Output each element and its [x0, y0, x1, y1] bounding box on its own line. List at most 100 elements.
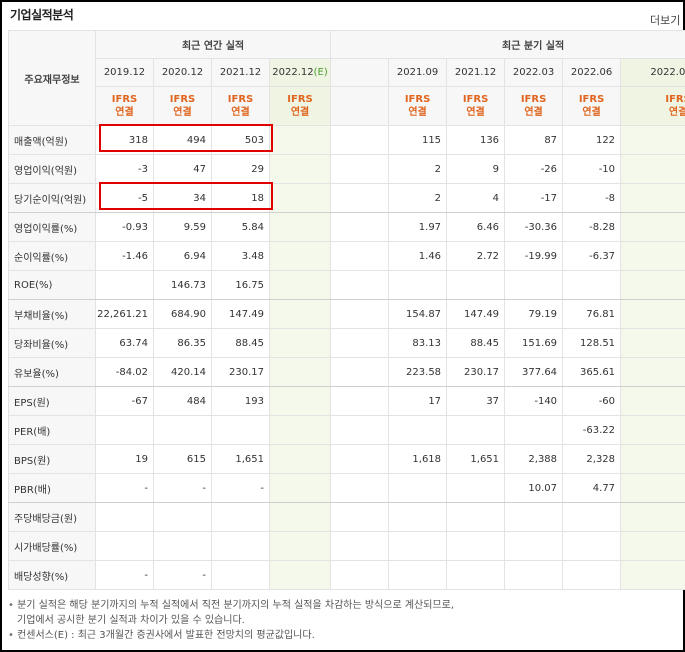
- table-cell: 5.84: [211, 212, 270, 242]
- table-cell-blank: [330, 183, 390, 213]
- table-cell: [388, 473, 448, 503]
- table-cell: 88.45: [211, 328, 270, 358]
- table-cell: 484: [153, 386, 212, 416]
- table-cell: 47: [153, 154, 212, 184]
- table-row: 유보율(%) -84.02 420.14 230.17 223.58 230.17 377.…: [8, 357, 685, 387]
- table-cell-blank: [330, 560, 390, 590]
- table-cell: [620, 415, 685, 445]
- table-cell: 1.97: [388, 212, 448, 242]
- period-label: 2022.09: [650, 67, 685, 78]
- table-row: 부채비율(%) 22,261.21 684.90 147.49 154.87 147.49…: [8, 299, 685, 329]
- table-row: EPS(원) -67 484 193 17 37 -140 -60: [8, 386, 685, 416]
- table-cell: 377.64: [504, 357, 564, 387]
- table-cell: 83.13: [388, 328, 448, 358]
- accounting-standard-header: IFRS 연결: [446, 86, 506, 126]
- table-cell-blank: [330, 531, 390, 561]
- table-cell: -: [153, 560, 212, 590]
- table-row: 순이익률(%) -1.46 6.94 3.48 1.46 2.72 -19.99 -6.37: [8, 241, 685, 271]
- table-row: 영업이익률(%) -0.93 9.59 5.84 1.97 6.46 -30.36 -8.28: [8, 212, 685, 242]
- financial-summary-table: 주요재무정보 최근 연간 실적 최근 분기 실적 2019.12 2020.12 2…: [8, 30, 685, 590]
- table-cell: [562, 270, 622, 300]
- table-cell: 37: [446, 386, 506, 416]
- consolidation-label: 연결: [408, 107, 427, 118]
- table-cell: 154.87: [388, 299, 448, 329]
- consolidation-label: 연결: [668, 107, 685, 118]
- table-cell: -17: [504, 183, 564, 213]
- table-cell: 147.49: [446, 299, 506, 329]
- table-cell: -: [95, 473, 154, 503]
- period-label: 2019.12: [103, 67, 146, 78]
- table-cell: 87: [504, 125, 564, 155]
- table-cell: -: [211, 473, 270, 503]
- section-title: 기업실적분석: [10, 8, 74, 22]
- table-cell: [620, 531, 685, 561]
- table-row: 영업이익(억원) -3 47 29 2 9 -26 -10: [8, 154, 685, 184]
- row-label: 당기순이익(억원): [8, 183, 96, 213]
- standard-label: IFRS: [287, 94, 313, 105]
- financial-table-container: 주요재무정보 최근 연간 실적 최근 분기 실적 2019.12 2020.12 2…: [8, 30, 685, 590]
- period-label: 2022.12: [272, 67, 314, 78]
- table-cell: -19.99: [504, 241, 564, 271]
- table-cell: 122: [562, 125, 622, 155]
- row-label: ROE(%): [8, 270, 96, 300]
- consolidation-label: 연결: [582, 107, 601, 118]
- accounting-standard-header: IFRS 연결: [388, 86, 448, 126]
- table-cell: [388, 415, 448, 445]
- table-cell: 4.77: [562, 473, 622, 503]
- table-cell: [620, 241, 685, 271]
- annual-group-header: 최근 연간 실적: [94, 30, 332, 59]
- table-cell: -84.02: [95, 357, 154, 387]
- table-cell: 6.46: [446, 212, 506, 242]
- table-cell: 230.17: [211, 357, 270, 387]
- table-cell: [620, 125, 685, 155]
- table-cell: 19: [95, 444, 154, 474]
- footnote-text-2: 기업에서 공시한 분기 실적과 차이가 있을 수 있습니다.: [17, 615, 245, 626]
- column-header-label: 주요재무정보: [8, 30, 96, 126]
- accounting-standard-header: IFRS 연결: [211, 86, 270, 126]
- consolidation-label: 연결: [524, 107, 543, 118]
- table-cell: [504, 415, 564, 445]
- table-cell: 2.72: [446, 241, 506, 271]
- table-cell: [268, 241, 332, 271]
- table-cell: [268, 299, 332, 329]
- table-cell: [95, 415, 154, 445]
- table-cell: [620, 386, 685, 416]
- table-cell: [620, 560, 685, 590]
- table-cell: [268, 473, 332, 503]
- table-cell: 9.59: [153, 212, 212, 242]
- table-cell-blank: [330, 241, 390, 271]
- standard-label: IFRS: [111, 94, 138, 105]
- blank-header: [330, 86, 390, 126]
- table-cell: 79.19: [504, 299, 564, 329]
- table-cell: [504, 560, 564, 590]
- more-link[interactable]: 더보기: [650, 14, 681, 27]
- consolidation-label: 연결: [466, 107, 485, 118]
- standard-label: IFRS: [227, 94, 254, 105]
- table-cell: [268, 183, 332, 213]
- row-label: 유보율(%): [8, 357, 96, 387]
- period-label: 2021.12: [454, 67, 497, 78]
- table-cell: [504, 531, 564, 561]
- table-cell: 2,328: [562, 444, 622, 474]
- table-cell: [620, 357, 685, 387]
- table-cell: [562, 531, 622, 561]
- table-cell: [446, 502, 506, 532]
- table-cell: 2: [388, 183, 448, 213]
- table-cell: -: [153, 473, 212, 503]
- table-cell: [446, 560, 506, 590]
- period-header: 2019.12: [95, 58, 154, 87]
- table-cell: 9: [446, 154, 506, 184]
- table-cell: [211, 560, 270, 590]
- row-label: 당좌비율(%): [8, 328, 96, 358]
- accounting-standard-header: IFRS 연결: [562, 86, 622, 126]
- row-label: 시가배당률(%): [8, 531, 96, 561]
- table-row: 배당성향(%) - -: [8, 560, 685, 590]
- table-cell: [268, 125, 332, 155]
- table-cell: 16.75: [211, 270, 270, 300]
- table-row: PBR(배) - - -10.07 4.77: [8, 473, 685, 503]
- table-cell: [268, 154, 332, 184]
- table-cell: 76.81: [562, 299, 622, 329]
- table-cell: 147.49: [211, 299, 270, 329]
- table-row: PER(배) -63.22: [8, 415, 685, 445]
- table-cell: [446, 531, 506, 561]
